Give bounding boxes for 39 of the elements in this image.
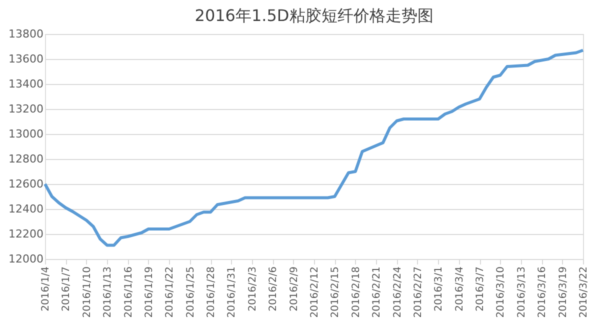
x-tick-label: 2016/3/7	[475, 266, 486, 312]
y-tick-label: 12000	[8, 252, 44, 266]
x-tick-label: 2016/1/31	[226, 266, 238, 318]
y-tick-label: 13800	[8, 28, 44, 40]
y-tick-label: 13000	[8, 128, 44, 140]
x-tick-label: 2016/3/19	[558, 266, 569, 318]
y-tick-label: 12600	[8, 178, 44, 190]
x-tick-label: 2016/3/1	[434, 266, 445, 312]
x-tick-label: 2016/3/22	[578, 266, 590, 318]
x-tick-label: 2016/2/18	[350, 266, 362, 318]
x-tick-label: 2016/3/4	[454, 266, 466, 312]
x-tick-label: 2016/2/27	[412, 266, 424, 318]
x-tick-label: 2016/2/6	[268, 266, 280, 312]
line-series	[44, 48, 584, 247]
x-tick-label: 2016/1/7	[61, 266, 72, 312]
y-tick-label: 12800	[8, 152, 44, 166]
x-tick-label: 2016/2/12	[310, 266, 320, 318]
chart-title: 2016年1.5D粘胶短纤价格走势图	[194, 6, 434, 25]
x-tick-label: 2016/2/9	[288, 266, 300, 312]
x-tick-label: 2016/1/25	[185, 266, 196, 318]
y-tick-label: 12200	[8, 228, 44, 240]
x-tick-label: 2016/3/13	[516, 266, 528, 318]
y-tick-label: 13200	[8, 102, 44, 116]
x-tick-label: 2016/1/13	[102, 266, 114, 318]
x-tick-label: 2016/2/15	[330, 266, 342, 318]
x-tick-label: 2016/3/10	[496, 266, 507, 318]
x-tick-label: 2016/1/28	[206, 266, 218, 318]
x-tick-label: 2016/1/22	[164, 266, 176, 318]
x-tick-label: 2016/2/3	[247, 266, 258, 312]
x-tick-label: 2016/1/10	[82, 266, 93, 318]
y-tick-label: 12400	[8, 202, 44, 216]
x-tick-label: 2016/2/24	[392, 266, 404, 318]
x-tick-label: 2016/1/19	[144, 266, 155, 318]
x-tick-label: 2016/3/16	[537, 266, 548, 318]
y-tick-label: 13400	[8, 78, 44, 90]
x-tick-label: 2016/1/4	[40, 266, 52, 312]
y-tick-label: 13600	[8, 52, 44, 66]
x-tick-label: 2016/1/16	[123, 266, 134, 318]
x-tick-label: 2016/2/21	[372, 266, 383, 318]
